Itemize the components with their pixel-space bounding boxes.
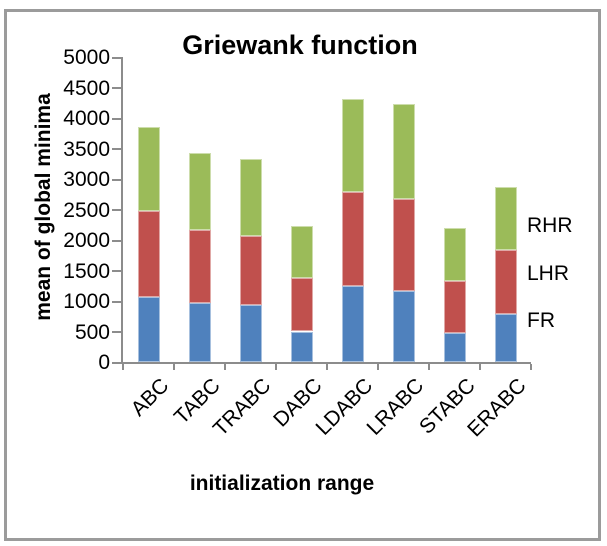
y-axis-tick-label: 3500 (63, 137, 110, 161)
x-axis-tick (275, 364, 277, 370)
bar-segment-FR-TABC (188, 303, 211, 362)
y-axis-tick-label: 0 (98, 351, 110, 374)
y-axis-tick-label: 4000 (63, 107, 110, 130)
y-axis-tick (112, 178, 121, 181)
x-axis-category-label: LRABC (362, 374, 429, 440)
x-axis-line (123, 362, 531, 364)
bar-segment-RHR-ERABC (494, 186, 517, 250)
bar-segment-FR-LRABC (392, 290, 415, 362)
bar-segment-FR-STABC (443, 332, 466, 362)
y-axis-tick-label: 3000 (63, 168, 110, 191)
y-axis-tick-label: 500 (74, 320, 110, 344)
x-axis-tick (530, 364, 532, 370)
x-axis-tick (377, 364, 379, 370)
series-label-FR: FR (527, 309, 555, 332)
bar-segment-RHR-LDABC (341, 99, 364, 192)
bar-segment-LHR-TRABC (239, 235, 262, 306)
bar-segment-LHR-ABC (137, 211, 160, 297)
bar-segment-RHR-DABC (290, 225, 313, 279)
x-axis-tick (122, 364, 124, 370)
series-label-LHR: LHR (527, 262, 570, 285)
y-axis-tick (112, 209, 121, 211)
y-axis-tick (112, 117, 121, 120)
bar-segment-RHR-TABC (188, 152, 211, 230)
y-axis-tick (112, 361, 121, 364)
bar-segment-LHR-ERABC (494, 249, 517, 315)
bar-segment-FR-TRABC (239, 305, 262, 362)
x-axis-tick (428, 364, 430, 370)
y-axis-tick-label: 5000 (63, 46, 110, 69)
y-axis-tick-label: 2000 (63, 229, 110, 252)
x-axis-category-label: LDABC (311, 374, 378, 440)
y-axis-tick (112, 87, 121, 89)
bar-segment-FR-ERABC (494, 314, 517, 362)
bar-segment-RHR-TRABC (239, 159, 262, 236)
y-axis-tick-label: 2500 (63, 198, 110, 222)
bar-segment-FR-LDABC (341, 286, 364, 362)
y-axis-tick-label: 1500 (63, 259, 110, 283)
series-label-RHR: RHR (527, 214, 573, 237)
y-axis-tick (112, 300, 121, 303)
bar-segment-LHR-STABC (443, 280, 466, 333)
bar-segment-RHR-ABC (137, 127, 160, 212)
y-axis-tick (112, 148, 121, 150)
x-axis-category-label: ABC (126, 374, 174, 421)
bar-segment-FR-ABC (137, 296, 160, 362)
bar-segment-LHR-LDABC (341, 191, 364, 287)
bar-segment-LHR-DABC (290, 278, 313, 332)
x-axis-title: initialization range (189, 472, 375, 495)
x-axis-tick (479, 364, 481, 370)
bar-segment-FR-DABC (290, 331, 313, 362)
bar-segment-RHR-LRABC (392, 103, 415, 199)
y-axis-tick-label: 1000 (63, 290, 110, 313)
y-axis-line (121, 57, 123, 364)
bar-segment-LHR-TABC (188, 229, 211, 304)
bar-segment-RHR-STABC (443, 227, 466, 281)
x-axis-tick (224, 364, 226, 370)
chart-title: Griewank function (182, 30, 418, 60)
y-axis-tick (112, 270, 121, 272)
y-axis-tick-label: 4500 (63, 76, 110, 100)
y-axis-tick (112, 331, 121, 333)
x-axis-tick (173, 364, 175, 370)
y-axis-tick (112, 56, 121, 59)
y-axis-tick (112, 239, 121, 242)
x-axis-tick (326, 364, 328, 370)
bar-segment-LHR-LRABC (392, 198, 415, 291)
